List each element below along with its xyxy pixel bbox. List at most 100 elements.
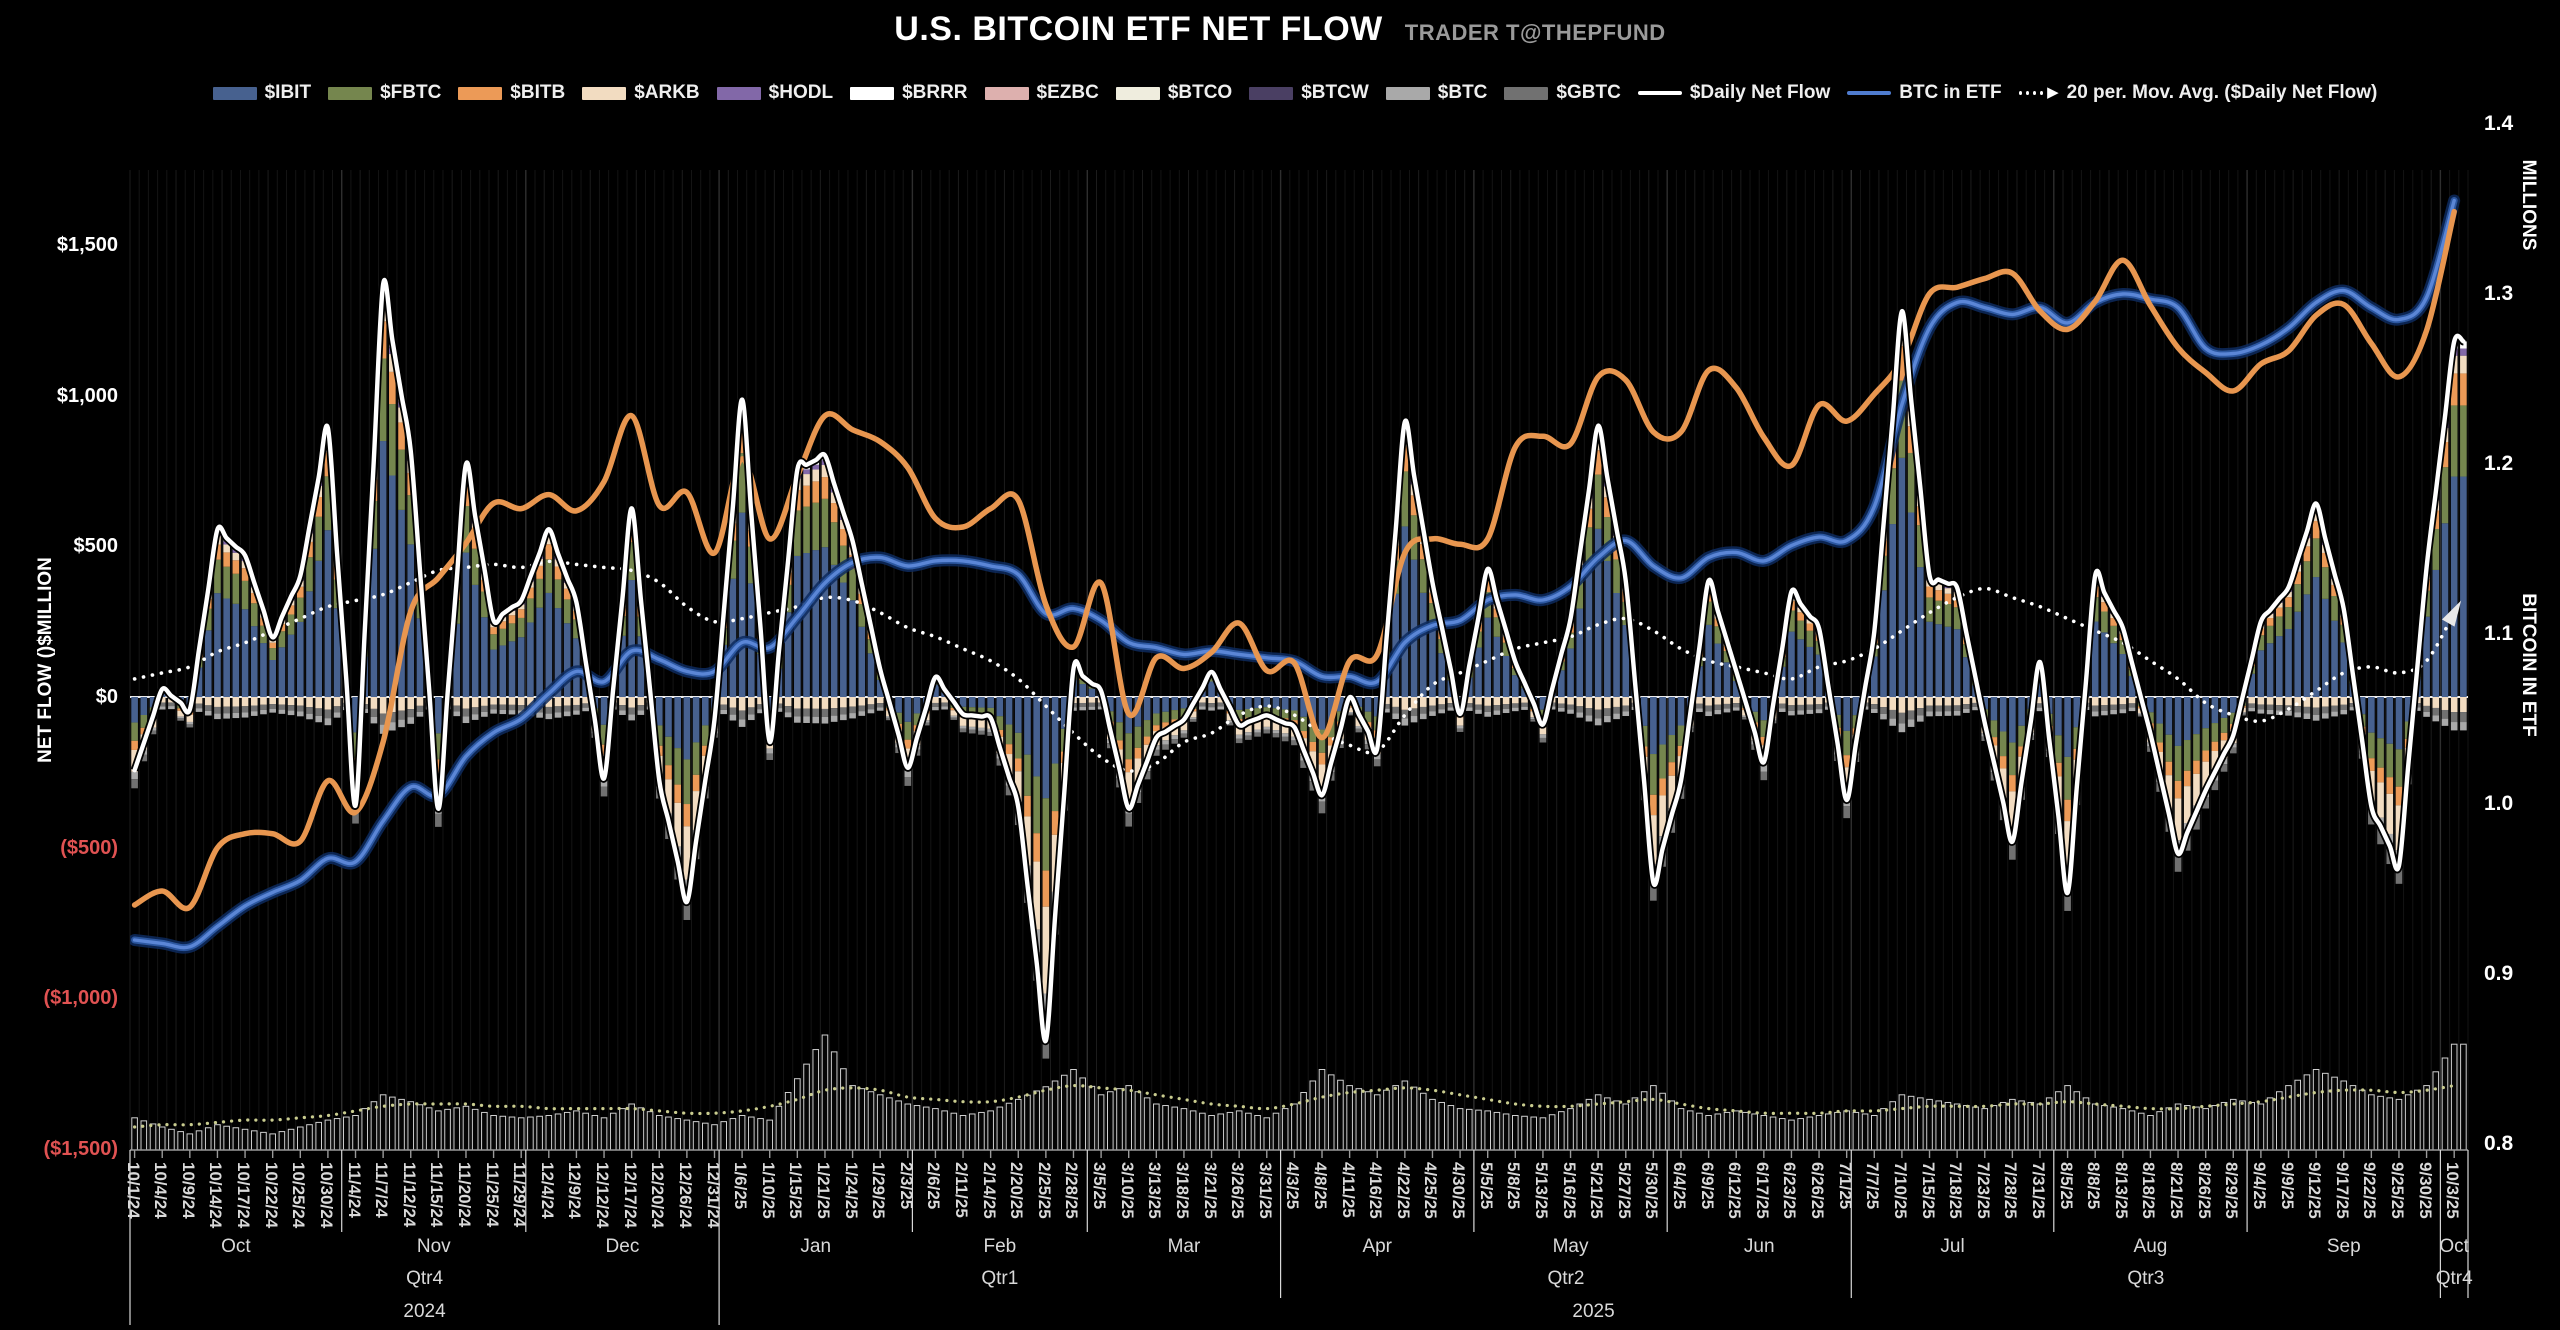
legend-swatch-icon	[1385, 86, 1430, 100]
x-axis-quarter-label: Qtr4	[2435, 1268, 2473, 1289]
legend-label: BTC in ETF	[1899, 82, 2002, 103]
legend-swatch-icon	[984, 86, 1029, 100]
legend-item-btc: $BTC	[1385, 82, 1487, 104]
x-axis-month-label: May	[1552, 1236, 1589, 1257]
x-axis-date-label: 7/23/25	[1973, 1162, 1993, 1219]
x-axis-date-label: 10/25/24	[289, 1162, 309, 1229]
x-axis-date-label: 4/3/25	[1283, 1162, 1303, 1210]
x-axis-date-label: 11/20/24	[454, 1162, 474, 1228]
x-axis-date-label: 3/13/25	[1145, 1162, 1165, 1219]
x-axis-date-label: 8/21/25	[2167, 1162, 2187, 1219]
x-axis-date-label: 1/24/25	[841, 1162, 861, 1219]
x-axis-date-label: 8/29/25	[2222, 1162, 2242, 1219]
legend-swatch-icon	[850, 86, 895, 100]
legend-item-ezbc: $EZBC	[984, 82, 1099, 104]
legend-item-20-per-mov-avg-daily-net-flow: ▶ 20 per. Mov. Avg. ($Daily Net Flow)	[2018, 82, 2377, 104]
left-axis-tick: $0	[95, 686, 118, 708]
legend-label: $IBIT	[264, 82, 312, 103]
x-axis-date-label: 5/30/25	[1642, 1162, 1662, 1219]
right-axis-tick: 1.0	[2484, 792, 2514, 815]
x-axis-month-label: Sep	[2326, 1236, 2361, 1257]
x-axis-month-label: Oct	[2439, 1236, 2469, 1257]
x-axis-date-label: 5/8/25	[1504, 1162, 1524, 1210]
x-axis-date-label: 4/22/25	[1393, 1162, 1413, 1219]
x-axis-date-label: 2/6/25	[924, 1162, 944, 1210]
x-axis-date-label: 5/5/25	[1476, 1162, 1496, 1210]
x-axis-date-label: 11/29/24	[510, 1162, 530, 1228]
x-axis-month-label: Nov	[416, 1236, 451, 1257]
x-axis-date-label: 10/3/25	[2443, 1162, 2463, 1219]
x-axis-date-label: 2/11/25	[952, 1162, 972, 1218]
legend-item-btco: $BTCO	[1115, 82, 1233, 104]
x-axis-month-label: Feb	[983, 1236, 1017, 1257]
x-axis-date-label: 11/4/24	[344, 1162, 364, 1218]
x-axis-date-label: 4/25/25	[1421, 1162, 1441, 1219]
x-axis-date-label: 9/17/25	[2332, 1162, 2352, 1219]
x-axis-date-label: 2/25/25	[1034, 1162, 1054, 1219]
x-axis-year-label: 2025	[1572, 1301, 1615, 1322]
x-axis-date-label: 4/16/25	[1366, 1162, 1386, 1219]
x-axis-date-label: 12/12/24	[593, 1162, 613, 1229]
x-axis-date-label: 11/7/24	[372, 1162, 392, 1218]
x-axis-date-label: 3/26/25	[1228, 1162, 1248, 1219]
x-axis-date-label: 2/14/25	[979, 1162, 999, 1219]
left-axis-tick: $1,500	[56, 234, 118, 256]
legend-dotted-arrow-icon: ▶	[2018, 85, 2059, 100]
x-axis-date-label: 2/28/25	[1062, 1162, 1082, 1219]
x-axis-date-label: 5/27/25	[1614, 1162, 1634, 1219]
x-axis-date-label: 7/18/25	[1946, 1162, 1966, 1219]
x-axis-date-label: 8/18/25	[2139, 1162, 2159, 1219]
x-axis-date-label: 3/31/25	[1255, 1162, 1275, 1219]
x-axis-date-label: 3/21/25	[1200, 1162, 1220, 1219]
x-axis-date-label: 7/7/25	[1863, 1162, 1883, 1210]
chart-legend: $IBIT $FBTC $BITB $ARKB $HODL $BRRR $EZBC $BTCO…	[130, 82, 2460, 104]
x-axis-date-label: 5/21/25	[1587, 1162, 1607, 1219]
x-axis-date-label: 1/10/25	[758, 1162, 778, 1219]
left-axis-tick: ($500)	[60, 836, 118, 859]
x-axis-date-label: 10/1/24	[123, 1162, 143, 1219]
legend-label: $BTCO	[1167, 82, 1233, 103]
left-axis-tick: $500	[73, 535, 119, 558]
right-axis-tick: 1.4	[2484, 112, 2514, 135]
x-axis-date-label: 7/28/25	[2001, 1162, 2021, 1219]
x-axis-date-label: 7/1/25	[1835, 1162, 1855, 1210]
legend-swatch-icon	[212, 86, 257, 100]
right-axis-title: BITCOIN IN ETF	[2518, 593, 2539, 737]
x-axis-date-label: 9/4/25	[2249, 1162, 2269, 1210]
x-axis-date-label: 9/12/25	[2305, 1162, 2325, 1219]
x-axis-quarter-label: Qtr1	[981, 1268, 1019, 1289]
legend-line-icon	[1847, 91, 1892, 95]
x-axis-date-label: 12/9/24	[565, 1162, 585, 1219]
x-axis-month-label: Aug	[2133, 1236, 2168, 1257]
x-axis-date-label: 1/29/25	[869, 1162, 889, 1219]
x-axis-date-label: 8/8/25	[2084, 1162, 2104, 1210]
right-axis-tick: 0.8	[2484, 1132, 2514, 1155]
legend-item-brrr: $BRRR	[850, 82, 968, 104]
x-axis-date-label: 9/9/25	[2277, 1162, 2297, 1210]
x-axis-date-label: 6/23/25	[1780, 1162, 1800, 1219]
legend-item-fbtc: $FBTC	[328, 82, 441, 104]
x-axis-date-label: 12/20/24	[648, 1162, 668, 1229]
legend-item-arkb: $ARKB	[582, 82, 700, 104]
x-axis-date-label: 10/9/24	[178, 1162, 198, 1219]
right-axis-unit-title: MILLIONS	[2518, 159, 2539, 251]
x-axis-date-label: 10/22/24	[261, 1162, 281, 1229]
x-axis-date-label: 10/14/24	[206, 1162, 226, 1229]
legend-swatch-icon	[458, 86, 503, 100]
x-axis-date-label: 4/11/25	[1338, 1162, 1358, 1218]
legend-label: $BRRR	[902, 82, 968, 103]
x-axis-date-label: 10/17/24	[234, 1162, 254, 1229]
legend-item-ibit: $IBIT	[212, 82, 312, 104]
legend-swatch-icon	[1115, 86, 1160, 100]
x-axis-date-label: 6/4/25	[1669, 1162, 1689, 1210]
legend-label: $EZBC	[1036, 82, 1099, 103]
left-axis-tick: ($1,000)	[43, 987, 119, 1010]
x-axis-year-label: 2024	[403, 1301, 446, 1322]
legend-item-gbtc: $GBTC	[1504, 82, 1621, 104]
x-axis-month-label: Mar	[1167, 1236, 1201, 1257]
legend-item-btc-in-etf: BTC in ETF	[1847, 82, 2002, 104]
left-axis-tick: ($1,500)	[43, 1138, 119, 1160]
x-axis-date-label: 9/30/25	[2415, 1162, 2435, 1219]
right-axis-tick: 1.3	[2484, 282, 2514, 305]
x-axis-quarter-label: Qtr3	[2127, 1268, 2165, 1289]
